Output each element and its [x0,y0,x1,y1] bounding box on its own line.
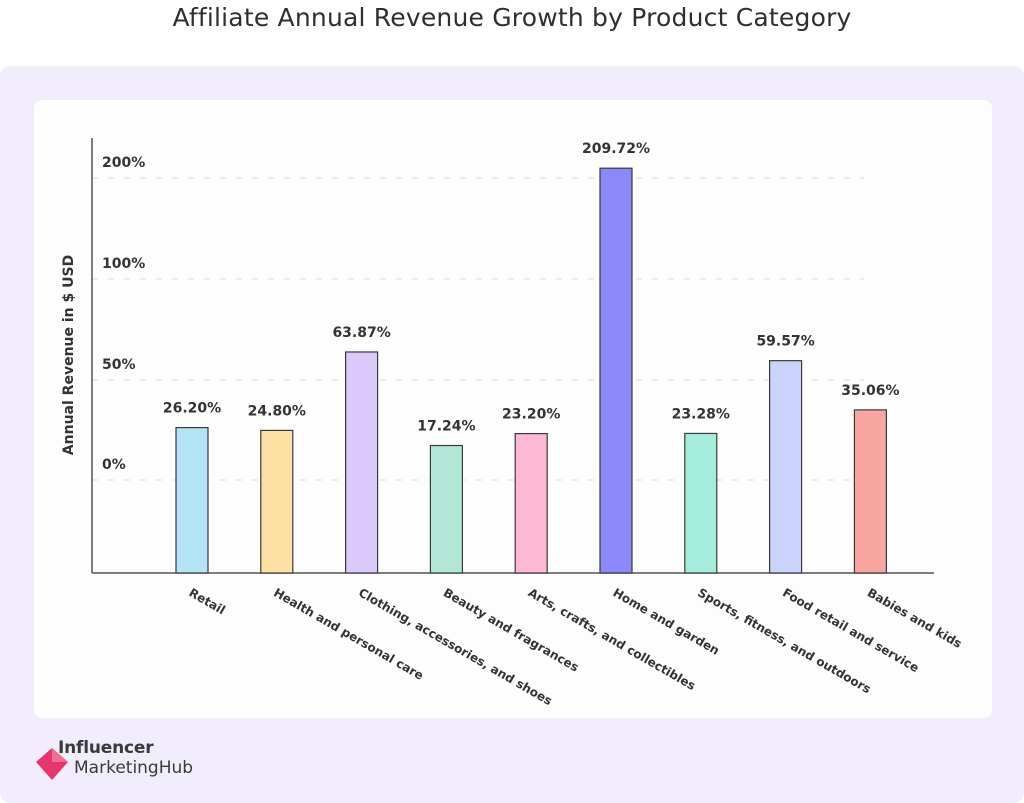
axes [91,138,934,574]
bar [429,444,463,574]
category-label: Sports, fitness, and outdoors [695,585,873,696]
bar [514,433,548,574]
bars [175,167,888,574]
bar-value-label: 17.24% [417,419,475,435]
y-tick-label: 200% [102,155,145,171]
y-tick-labels: 0% 50% 100% 200% [102,155,145,473]
brand-name-line2: MarketingHub [74,758,194,778]
category-label: Food retail and service [780,585,921,675]
bar [768,360,803,574]
bar-value-label: 63.87% [332,325,390,341]
category-label: Beauty and fragrances [441,585,581,674]
chart-title: Affiliate Annual Revenue Growth by Produ… [172,3,852,32]
bar [599,167,633,574]
bar-value-label: 23.20% [502,407,560,423]
y-tick-label: 100% [102,256,145,272]
bar-value-label: 209.72% [582,141,650,157]
bar-value-label: 24.80% [248,403,306,419]
chart-card: Annual Revenue in $ USD 0% 50% 100% 200% 26… [34,100,992,718]
brand-logo-icon [36,748,68,780]
y-tick-label: 0% [102,457,126,473]
y-axis-label: Annual Revenue in $ USD [61,255,77,455]
category-label: Health and personal care [271,585,426,682]
bar-chart: Annual Revenue in $ USD 0% 50% 100% 200% 26… [61,138,965,708]
bar [853,409,888,574]
bar [260,429,294,574]
bar-value-labels: 26.20% 24.80% 63.87% 17.24% 23.20% 209.72% 23.… [163,141,900,434]
bar [175,427,209,574]
bar [345,351,379,574]
category-label: Retail [187,585,228,617]
bar-value-label: 59.57% [756,334,814,350]
bar-value-label: 26.20% [163,401,221,417]
category-labels: Retail Health and personal careClothing, … [187,585,965,708]
category-label: Arts, crafts, and collectibles [526,585,698,693]
bar [684,432,718,574]
gridlines [92,177,864,481]
bar-value-label: 35.06% [841,383,899,399]
y-tick-label: 50% [102,357,136,373]
bar-value-label: 23.28% [672,406,730,422]
brand-name-line1: Influencer [58,738,154,758]
